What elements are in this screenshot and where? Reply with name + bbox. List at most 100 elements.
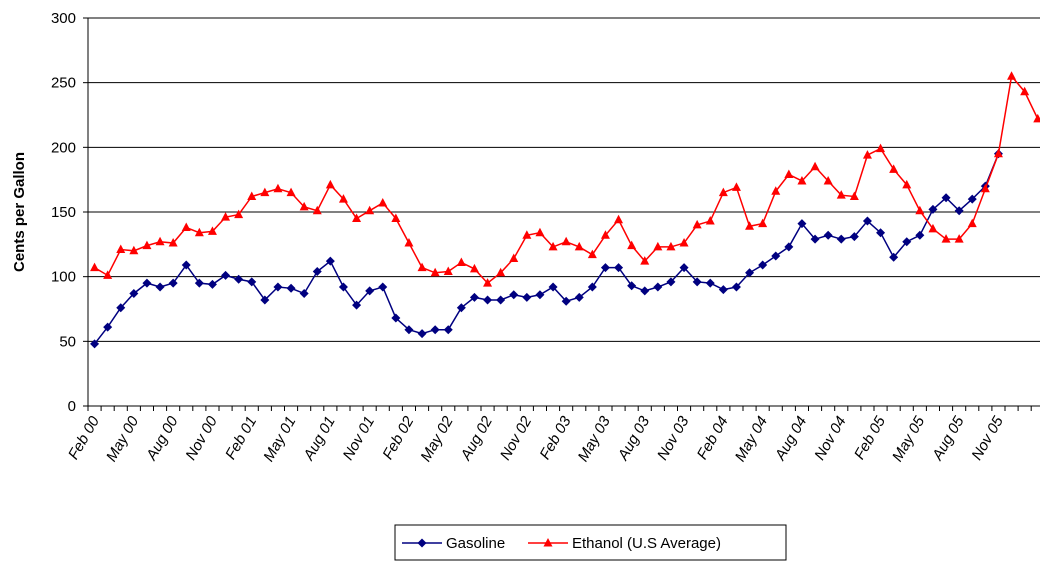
marker bbox=[876, 228, 886, 238]
marker bbox=[928, 223, 938, 233]
marker bbox=[980, 183, 990, 193]
marker bbox=[469, 263, 479, 273]
marker bbox=[692, 219, 702, 229]
marker bbox=[679, 263, 689, 273]
marker bbox=[797, 175, 807, 185]
marker bbox=[443, 325, 453, 335]
marker bbox=[378, 282, 388, 292]
marker bbox=[312, 266, 322, 276]
x-tick-label: Nov 02 bbox=[497, 413, 536, 463]
marker bbox=[705, 278, 715, 288]
y-axis-label: Cents per Gallon bbox=[11, 152, 28, 272]
marker bbox=[142, 278, 152, 288]
marker bbox=[391, 213, 401, 222]
marker bbox=[496, 267, 506, 277]
marker bbox=[640, 256, 650, 265]
marker bbox=[168, 278, 178, 288]
marker bbox=[705, 216, 715, 225]
marker bbox=[574, 292, 584, 302]
marker bbox=[194, 227, 204, 237]
x-tick-label: May 02 bbox=[417, 413, 457, 465]
marker bbox=[90, 339, 100, 349]
marker bbox=[103, 322, 113, 332]
marker bbox=[365, 286, 375, 296]
marker bbox=[967, 218, 977, 228]
marker bbox=[627, 281, 637, 291]
marker bbox=[954, 234, 964, 243]
marker bbox=[260, 187, 270, 197]
x-tick-label: Feb 00 bbox=[65, 413, 103, 463]
marker bbox=[260, 295, 270, 305]
marker bbox=[1033, 113, 1040, 123]
marker bbox=[1020, 86, 1030, 96]
marker bbox=[129, 288, 139, 298]
marker bbox=[522, 292, 532, 302]
marker bbox=[967, 194, 977, 204]
x-tick-label: Feb 02 bbox=[379, 413, 417, 463]
marker bbox=[915, 205, 925, 215]
marker bbox=[862, 150, 872, 159]
marker bbox=[587, 282, 597, 292]
marker bbox=[876, 143, 886, 153]
marker bbox=[142, 240, 152, 250]
x-tick-label: Aug 05 bbox=[929, 413, 968, 464]
marker bbox=[116, 244, 126, 254]
legend-label: Ethanol (U.S Average) bbox=[572, 535, 721, 552]
marker bbox=[469, 292, 479, 302]
marker bbox=[391, 313, 401, 323]
marker bbox=[758, 218, 768, 228]
marker bbox=[561, 236, 571, 246]
x-tick-label: Feb 05 bbox=[851, 413, 889, 463]
marker bbox=[718, 285, 728, 295]
marker bbox=[417, 329, 427, 339]
marker bbox=[404, 238, 414, 247]
marker bbox=[600, 230, 610, 239]
marker bbox=[535, 290, 545, 300]
marker bbox=[771, 186, 781, 195]
marker bbox=[234, 209, 244, 219]
marker bbox=[181, 222, 191, 232]
marker bbox=[941, 234, 951, 243]
marker bbox=[194, 278, 204, 288]
marker bbox=[207, 226, 217, 235]
marker bbox=[548, 282, 558, 292]
marker bbox=[535, 227, 545, 237]
x-tick-label: Nov 04 bbox=[811, 414, 849, 464]
marker bbox=[889, 164, 899, 173]
marker bbox=[325, 179, 335, 189]
marker bbox=[679, 238, 689, 247]
marker bbox=[640, 286, 650, 296]
marker bbox=[155, 282, 165, 292]
y-tick-label: 200 bbox=[51, 139, 76, 156]
marker bbox=[352, 300, 362, 310]
x-tick-label: Nov 00 bbox=[182, 413, 221, 463]
marker bbox=[849, 191, 859, 200]
y-tick-label: 100 bbox=[51, 269, 76, 286]
marker bbox=[587, 249, 597, 259]
marker bbox=[561, 296, 571, 306]
y-tick-label: 150 bbox=[51, 204, 76, 221]
marker bbox=[90, 262, 100, 272]
marker bbox=[745, 268, 755, 278]
marker bbox=[352, 213, 362, 222]
marker bbox=[653, 282, 663, 292]
marker bbox=[116, 303, 126, 313]
marker bbox=[889, 252, 899, 262]
series-line bbox=[93, 153, 1000, 345]
marker bbox=[221, 212, 231, 221]
legend-marker bbox=[417, 538, 427, 548]
marker bbox=[928, 204, 938, 214]
marker bbox=[496, 295, 506, 305]
legend-label: Gasoline bbox=[446, 535, 505, 552]
marker bbox=[915, 230, 925, 240]
x-tick-label: May 01 bbox=[260, 414, 299, 465]
marker bbox=[784, 169, 794, 178]
marker bbox=[653, 241, 663, 251]
marker bbox=[417, 262, 427, 272]
marker bbox=[221, 270, 231, 280]
y-tick-label: 300 bbox=[51, 10, 76, 27]
marker bbox=[731, 282, 741, 292]
marker bbox=[430, 325, 440, 335]
marker bbox=[784, 242, 794, 252]
marker bbox=[941, 193, 951, 203]
